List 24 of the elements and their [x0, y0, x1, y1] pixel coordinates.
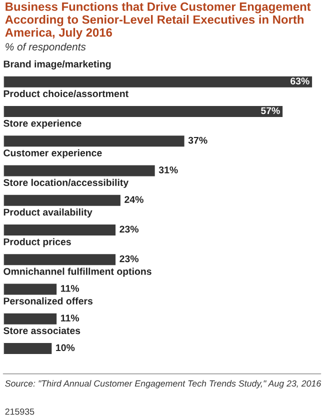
chart-title: Business Functions that Drive Customer Engagement According to Senior-Level Retail Executives in North America, July 2016: [5, 2, 311, 40]
data-label: 11%: [60, 314, 80, 322]
data-label: 37%: [188, 136, 208, 144]
data-label: 63%: [290, 78, 310, 85]
y-tick-label: Omnichannel fulfillment options: [4, 268, 152, 277]
data-label: 24%: [124, 196, 144, 203]
chart-subtitle: % of respondents: [6, 42, 86, 53]
y-tick-label: Customer experience: [4, 149, 102, 158]
y-tick-label: Store experience: [4, 120, 82, 129]
y-tick-label: Product prices: [4, 238, 71, 248]
y-tick-label: Store location/accessibility: [4, 178, 129, 188]
text: 215935: [5, 408, 34, 415]
data-label: 11%: [60, 284, 80, 292]
y-tick-label: Store associates: [4, 326, 80, 334]
data-label: 23%: [120, 226, 139, 233]
y-tick-label: Product availability: [4, 208, 92, 218]
data-label: 23%: [120, 255, 139, 262]
source-note: Source: "Third Annual Customer Engagement Tech Trends Study," Aug 23, 2016: [5, 380, 322, 388]
data-label: 31%: [158, 166, 178, 174]
y-tick-label: Brand image/marketing: [4, 60, 111, 70]
y-tick-label: Product choice/assortment: [4, 90, 128, 98]
data-label: 10%: [56, 344, 75, 352]
data-label: 57%: [261, 107, 280, 114]
y-tick-label: Personalized offers: [4, 297, 93, 304]
